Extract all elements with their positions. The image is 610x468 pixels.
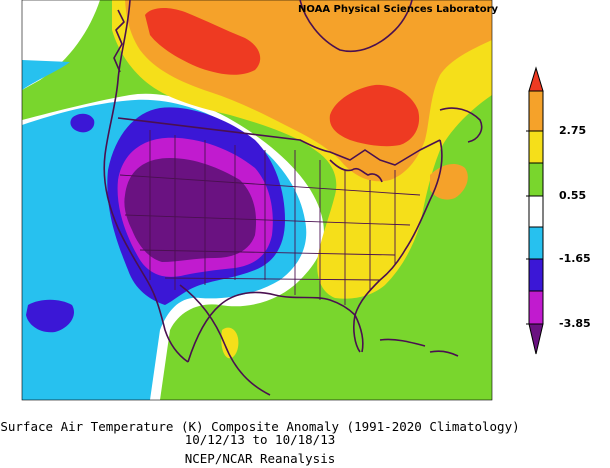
colorbar-neutral bbox=[528, 195, 544, 228]
field-very-cold bbox=[124, 158, 257, 262]
credit-label: NOAA Physical Sciences Laboratory bbox=[298, 4, 499, 15]
colorbar-slight-warm bbox=[528, 162, 544, 197]
field-very-warm bbox=[145, 8, 420, 147]
boundary-lines bbox=[103, 0, 483, 396]
map-frame bbox=[21, 0, 493, 401]
colorbar-slight-cool bbox=[528, 226, 544, 260]
colorbar-tick-0-55: 0.55 bbox=[559, 189, 587, 202]
colorbar bbox=[526, 66, 544, 355]
caption-title: Surface Air Temperature (K) Composite An… bbox=[0, 419, 520, 434]
caption-source: NCEP/NCAR Reanalysis bbox=[184, 451, 336, 466]
colorbar-cool bbox=[528, 258, 544, 292]
colorbar-warm bbox=[528, 90, 544, 132]
colorbar-cap-top bbox=[528, 66, 544, 92]
colorbar-tick-2-75: 2.75 bbox=[559, 124, 587, 137]
colorbar-tick-neg-1-65: -1.65 bbox=[559, 252, 591, 265]
state-lines bbox=[119, 130, 421, 305]
colorbar-mild-warm bbox=[528, 130, 544, 164]
colorbar-cap-bottom bbox=[528, 323, 544, 355]
caption-dates: 10/12/13 to 10/18/13 bbox=[184, 432, 336, 447]
colorbar-tick-neg-3-85: -3.85 bbox=[559, 317, 591, 330]
colorbar-cold bbox=[528, 290, 544, 325]
field-mild-warm-island bbox=[221, 327, 239, 359]
